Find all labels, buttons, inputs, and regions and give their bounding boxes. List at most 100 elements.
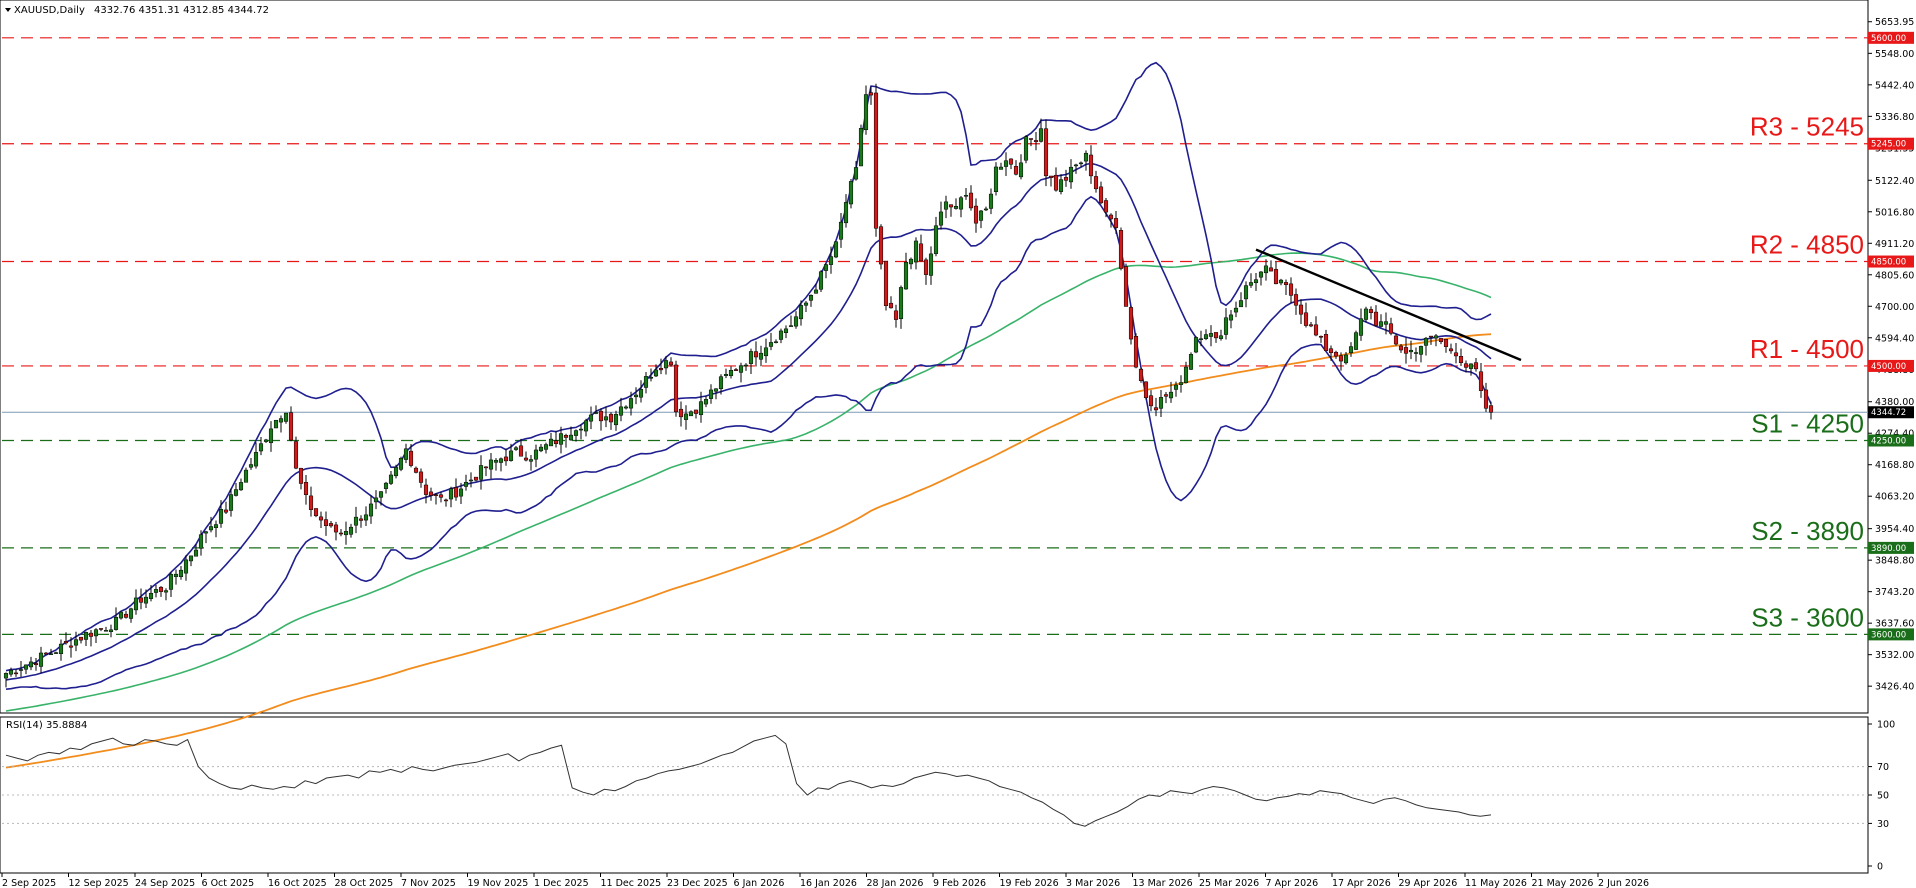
candle-bull	[573, 430, 579, 436]
candle-bull	[1003, 160, 1009, 167]
candle-bull	[1363, 308, 1369, 320]
candle-bull	[1468, 363, 1474, 369]
candle-bear	[1398, 345, 1404, 351]
candle-bear	[1368, 309, 1374, 313]
candle-bull	[748, 351, 754, 364]
price-tick-label: 4274.40	[1875, 429, 1914, 440]
time-tick-label: 24 Sep 2025	[135, 878, 195, 888]
time-tick-label: 2 Sep 2025	[2, 878, 56, 888]
candle-bear	[1088, 154, 1094, 177]
candle-bull	[738, 365, 744, 373]
candle-bull	[83, 632, 89, 640]
candle-bear	[1213, 332, 1219, 339]
candle-bull	[243, 469, 249, 483]
candle-bear	[13, 672, 19, 675]
time-tick-label: 21 May 2026	[1532, 878, 1594, 888]
candle-bull	[1023, 136, 1029, 161]
candle-bear	[1108, 214, 1114, 220]
level-lines: 5600.00 5245.00 4850.00 4500.00 4250.00 3890.…	[2, 31, 1914, 641]
candle-bull	[268, 428, 274, 444]
price-tick-label: 4063.20	[1875, 492, 1914, 503]
candle-bull	[1343, 354, 1349, 364]
candle-bear	[68, 645, 74, 648]
candle-bull	[938, 211, 944, 226]
candle-bull	[823, 264, 829, 271]
candle-bull	[23, 664, 29, 670]
candle-bear	[1323, 334, 1329, 351]
candle-bull	[623, 406, 629, 409]
candle-bull	[633, 394, 639, 398]
candle-bull	[173, 573, 179, 577]
ohlc-label: 4332.76 4351.31 4312.85 4344.72	[94, 5, 269, 16]
candle-bull	[348, 526, 354, 535]
candle-bull	[273, 419, 279, 429]
candle-bull	[58, 643, 64, 655]
candle-bear	[328, 523, 334, 527]
candle-bear	[1028, 138, 1034, 140]
candle-bear	[453, 487, 459, 498]
candle-bull	[863, 94, 869, 131]
candle-bull	[628, 398, 634, 409]
candle-bull	[718, 376, 724, 390]
candle-bear	[733, 369, 739, 371]
candle-bear	[443, 499, 449, 502]
candle-bear	[888, 302, 894, 309]
price-tick-label: 4380.00	[1875, 397, 1914, 408]
candle-bull	[1348, 346, 1354, 354]
time-tick-label: 7 Apr 2026	[1266, 878, 1319, 888]
candle-bull	[168, 574, 174, 590]
candle-bull	[993, 166, 999, 193]
candle-bear	[1293, 294, 1299, 306]
candle-bear	[1463, 363, 1469, 368]
candle-bull	[768, 342, 774, 347]
price-tick-label: 3532.00	[1875, 650, 1914, 661]
time-tick-label: 13 Mar 2026	[1133, 878, 1193, 888]
chevron-down-icon[interactable]	[5, 8, 11, 12]
candle-bull	[528, 459, 534, 462]
rsi-tick-label: 100	[1877, 720, 1895, 731]
candle-bull	[593, 412, 599, 414]
candle-bear	[923, 259, 929, 275]
candle-bull	[903, 261, 909, 290]
candle-bull	[448, 488, 454, 500]
candle-bull	[1278, 279, 1284, 284]
price-tick-label: 5336.80	[1875, 112, 1914, 123]
candle-bull	[663, 360, 669, 369]
candle-bull	[128, 608, 134, 619]
candle-bear	[1043, 128, 1049, 177]
candle-bull	[958, 197, 964, 210]
candle-bull	[833, 241, 839, 258]
candle-bull	[848, 181, 854, 205]
candle-bull	[198, 534, 204, 549]
candle-bear	[1373, 311, 1379, 326]
candle-bull	[203, 531, 209, 534]
candle-bull	[1218, 335, 1224, 339]
candle-bear	[483, 466, 489, 469]
price-tick-label: 4168.80	[1875, 460, 1914, 471]
candle-bear	[1163, 394, 1169, 397]
candle-bear	[1138, 368, 1144, 381]
candle-bull	[828, 256, 834, 265]
candle-bear	[1318, 335, 1324, 338]
rsi-tick-label: 30	[1877, 819, 1889, 830]
price-tick-label: 4805.60	[1875, 270, 1914, 281]
candle-bear	[753, 351, 759, 358]
candle-bull	[983, 208, 989, 211]
candle-bear	[1113, 218, 1119, 228]
candle-bull	[133, 597, 139, 611]
candle-bear	[1098, 186, 1104, 204]
candle-bull	[183, 559, 189, 574]
candle-bull	[118, 611, 124, 619]
candle-bear	[1308, 324, 1314, 327]
candle-bull	[488, 459, 494, 470]
time-tick-label: 7 Nov 2025	[401, 878, 456, 888]
level-labels: R3 - 5245 R2 - 4850 R1 - 4500 S1 - 4250 S2 -…	[1750, 112, 1864, 633]
candle-bear	[608, 413, 614, 423]
candle-bull	[248, 464, 254, 468]
candle-bull	[998, 166, 1004, 170]
candle-bear	[1148, 395, 1154, 407]
candle-bull	[498, 458, 504, 463]
time-tick-label: 19 Nov 2025	[468, 878, 529, 888]
candle-bear	[1013, 166, 1019, 175]
